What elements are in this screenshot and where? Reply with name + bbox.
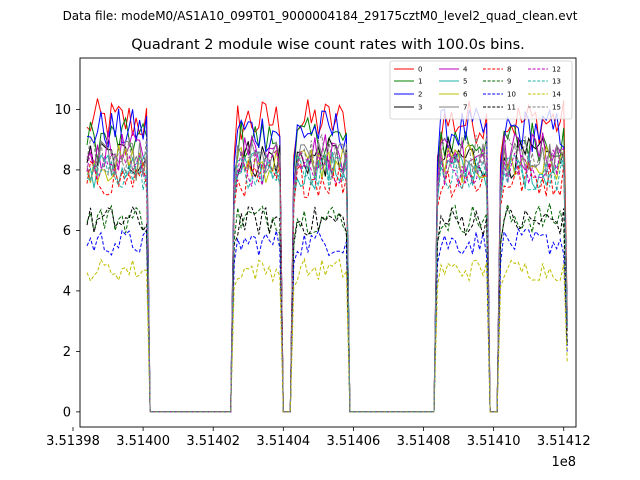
legend-label-14: 14 — [552, 91, 561, 99]
y-tick-label: 0 — [63, 405, 71, 420]
legend-label-3: 3 — [418, 104, 422, 112]
legend-label-4: 4 — [463, 66, 468, 74]
data-file-label: Data file: modeM0/AS1A10_099T01_90000041… — [63, 9, 578, 23]
legend-label-12: 12 — [552, 66, 561, 74]
x-tick-label: 3.51404 — [256, 434, 310, 449]
axes-frame — [79, 57, 577, 428]
legend-box — [389, 60, 573, 120]
series-line-8 — [86, 160, 568, 413]
legend-label-2: 2 — [418, 91, 422, 99]
y-axis-ticks: 0 2 4 6 8 10 — [54, 103, 80, 420]
x-tick-label: 3.51402 — [186, 434, 240, 449]
series-line-6 — [86, 143, 568, 413]
legend-label-0: 0 — [418, 66, 422, 74]
legend-label-13: 13 — [552, 78, 561, 86]
y-tick-label: 4 — [63, 284, 71, 299]
x-tick-label: 3.51406 — [327, 434, 381, 449]
series-line-15 — [86, 133, 568, 413]
legend-label-9: 9 — [507, 78, 511, 86]
x-tick-label: 3.51398 — [46, 434, 100, 449]
series-line-5 — [86, 150, 568, 413]
series-line-12 — [86, 147, 568, 413]
y-tick-label: 10 — [54, 103, 71, 118]
series-line-7 — [86, 140, 568, 413]
legend-label-1: 1 — [418, 78, 422, 86]
x-tick-label: 3.51412 — [537, 434, 591, 449]
y-tick-label: 2 — [63, 345, 71, 360]
series-line-11 — [86, 206, 568, 413]
x-tick-label: 3.51408 — [397, 434, 451, 449]
y-tick-label: 6 — [63, 224, 71, 239]
x-axis-ticks: 3.51398 3.51400 3.51402 3.51404 3.51406 3.514… — [46, 427, 591, 449]
chart-title: Quadrant 2 module wise count rates with … — [131, 37, 525, 53]
series-line-13 — [86, 153, 568, 413]
legend-label-5: 5 — [463, 78, 467, 86]
legend-label-6: 6 — [463, 91, 468, 99]
legend-label-8: 8 — [507, 66, 511, 74]
series-line-14 — [86, 257, 568, 413]
legend-label-7: 7 — [463, 104, 467, 112]
series-line-3 — [86, 136, 568, 413]
legend-label-11: 11 — [507, 104, 516, 112]
series-line-9 — [86, 203, 568, 413]
series-line-10 — [86, 227, 568, 413]
legend-label-10: 10 — [507, 91, 516, 99]
y-tick-label: 8 — [63, 163, 71, 178]
x-offset-label: 1e8 — [551, 455, 576, 470]
x-tick-label: 3.51400 — [116, 434, 170, 449]
series-lines — [86, 98, 568, 413]
legend-label-15: 15 — [552, 104, 561, 112]
x-tick-label: 3.51410 — [467, 434, 521, 449]
